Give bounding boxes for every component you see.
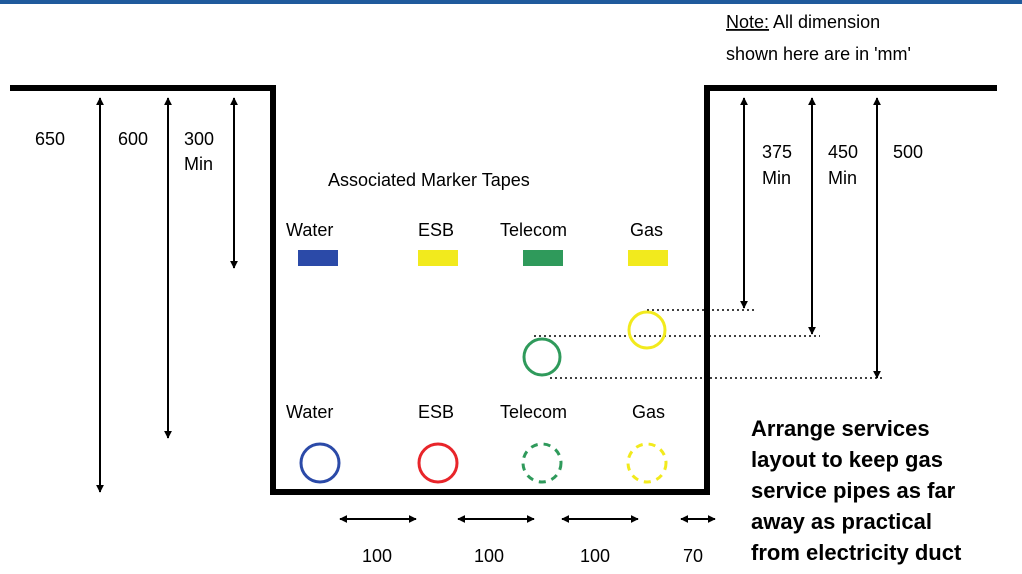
dim-375-min: Min (762, 168, 791, 188)
dim-300-min: Min (184, 154, 213, 174)
advice-line-1: Arrange services (751, 416, 930, 441)
spacing-1-label: 100 (362, 546, 392, 566)
advice-line-4: away as practical (751, 509, 932, 534)
water-pipe (299, 442, 341, 484)
advice-line-5: from electricity duct (751, 540, 962, 565)
trench-outline (10, 85, 997, 495)
spacing-2-label: 100 (474, 546, 504, 566)
top-bar (0, 0, 1022, 4)
dim-600-label: 600 (118, 129, 148, 149)
note-line-1: Note: All dimension (726, 12, 880, 32)
marker-tapes-title: Associated Marker Tapes (328, 170, 530, 190)
note-line-2: shown here are in 'mm' (726, 44, 911, 64)
service-label-gas: Gas (632, 402, 665, 422)
tape-label-water: Water (286, 220, 333, 240)
gas-pipe (626, 442, 668, 484)
spacing-4-label: 70 (683, 546, 703, 566)
note-line-1-text: All dimension (769, 12, 880, 32)
tape-swatch-esb (418, 250, 458, 266)
dim-300-label: 300 (184, 129, 214, 149)
service-label-water: Water (286, 402, 333, 422)
dim-500-label: 500 (893, 142, 923, 162)
esb-duct (417, 442, 459, 484)
tape-label-gas: Gas (630, 220, 663, 240)
telecom-duct-raised (522, 337, 562, 377)
tape-swatch-water (298, 250, 338, 266)
dim-650-label: 650 (35, 129, 65, 149)
dim-450-label: 450 (828, 142, 858, 162)
service-label-esb: ESB (418, 402, 454, 422)
tape-label-esb: ESB (418, 220, 454, 240)
tape-label-telecom: Telecom (500, 220, 567, 240)
spacing-3-label: 100 (580, 546, 610, 566)
note-prefix: Note: (726, 12, 769, 32)
dim-450-min: Min (828, 168, 857, 188)
tape-swatch-telecom (523, 250, 563, 266)
dim-375-label: 375 (762, 142, 792, 162)
tape-swatch-gas (628, 250, 668, 266)
advice-line-3: service pipes as far (751, 478, 956, 503)
service-label-telecom: Telecom (500, 402, 567, 422)
gas-pipe-raised (627, 310, 667, 350)
advice-line-2: layout to keep gas (751, 447, 943, 472)
telecom-duct (521, 442, 563, 484)
